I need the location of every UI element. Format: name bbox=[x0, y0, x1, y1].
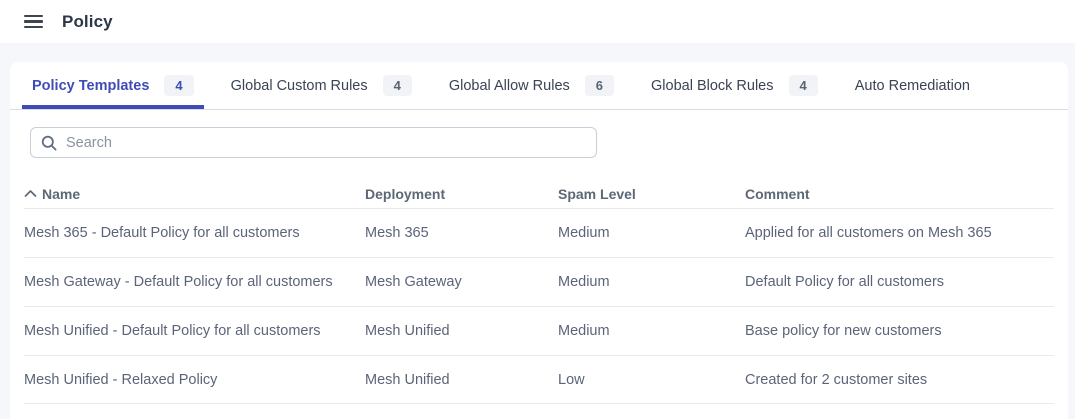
tab-label: Global Custom Rules bbox=[230, 77, 368, 94]
cell-deployment: Mesh Unified bbox=[365, 323, 450, 339]
cell-comment: Default Policy for all customers bbox=[745, 274, 945, 290]
tab-count-badge: 4 bbox=[164, 75, 194, 96]
tab-count-badge: 6 bbox=[584, 75, 614, 96]
content-card: Policy Templates 4 Global Custom Rules 4… bbox=[10, 62, 1068, 419]
cell-name: Mesh Unified - Default Policy for all cu… bbox=[24, 323, 321, 339]
column-header-label: Comment bbox=[745, 185, 810, 202]
cell-name: Mesh Gateway - Default Policy for all cu… bbox=[24, 274, 333, 290]
column-header-spam-level[interactable]: Spam Level bbox=[558, 186, 745, 202]
tab-count-badge: 4 bbox=[382, 75, 412, 96]
tab-bar: Policy Templates 4 Global Custom Rules 4… bbox=[10, 62, 1068, 110]
tab-global-block-rules[interactable]: Global Block Rules 4 bbox=[641, 62, 828, 109]
cell-name: Mesh Unified - Relaxed Policy bbox=[24, 371, 218, 388]
cell-comment: Applied for all customers on Mesh 365 bbox=[745, 225, 992, 241]
cell-deployment: Mesh Gateway bbox=[365, 274, 462, 290]
policy-table: Name Deployment Spam Level Comment bbox=[24, 179, 1054, 404]
tab-global-allow-rules[interactable]: Global Allow Rules 6 bbox=[439, 62, 624, 109]
cell-spam-level: Low bbox=[558, 371, 585, 388]
cell-deployment: Mesh 365 bbox=[365, 225, 429, 241]
cell-spam-level: Medium bbox=[558, 274, 610, 290]
tab-policy-templates[interactable]: Policy Templates 4 bbox=[22, 62, 204, 109]
cell-name: Mesh 365 - Default Policy for all custom… bbox=[24, 225, 300, 241]
page-body: Policy Templates 4 Global Custom Rules 4… bbox=[0, 43, 1075, 419]
search-input[interactable] bbox=[66, 134, 586, 151]
column-header-comment[interactable]: Comment bbox=[745, 186, 1054, 202]
hamburger-menu-icon[interactable] bbox=[24, 14, 43, 29]
cell-comment: Base policy for new customers bbox=[745, 323, 942, 339]
tab-auto-remediation[interactable]: Auto Remediation bbox=[845, 62, 980, 109]
search-box[interactable] bbox=[30, 127, 597, 158]
column-header-label: Name bbox=[42, 185, 81, 202]
tab-label: Global Block Rules bbox=[651, 77, 774, 94]
tab-global-custom-rules[interactable]: Global Custom Rules 4 bbox=[221, 62, 422, 109]
topbar: Policy bbox=[0, 0, 1075, 43]
sort-ascending-icon bbox=[24, 190, 37, 197]
cell-comment: Created for 2 customer sites bbox=[745, 371, 928, 388]
page-title: Policy bbox=[62, 11, 113, 31]
cell-deployment: Mesh Unified bbox=[365, 371, 450, 388]
table-row[interactable]: Mesh Gateway - Default Policy for all cu… bbox=[24, 257, 1054, 306]
column-header-name[interactable]: Name bbox=[24, 186, 365, 202]
table-row[interactable]: Mesh 365 - Default Policy for all custom… bbox=[24, 208, 1054, 257]
tab-panel: Name Deployment Spam Level Comment bbox=[10, 110, 1068, 404]
table-row[interactable]: Mesh Unified - Default Policy for all cu… bbox=[24, 306, 1054, 355]
tab-label: Global Allow Rules bbox=[448, 77, 570, 94]
search-icon bbox=[41, 135, 57, 151]
cell-spam-level: Medium bbox=[558, 323, 610, 339]
table-header-row: Name Deployment Spam Level Comment bbox=[24, 179, 1054, 208]
table-row[interactable]: Mesh Unified - Relaxed Policy Mesh Unifi… bbox=[24, 355, 1054, 404]
column-header-deployment[interactable]: Deployment bbox=[365, 186, 558, 202]
column-header-label: Deployment bbox=[365, 185, 446, 202]
column-header-label: Spam Level bbox=[558, 185, 636, 202]
cell-spam-level: Medium bbox=[558, 225, 610, 241]
tab-label: Auto Remediation bbox=[854, 77, 970, 94]
tab-label: Policy Templates bbox=[32, 77, 150, 94]
tab-count-badge: 4 bbox=[788, 75, 818, 96]
